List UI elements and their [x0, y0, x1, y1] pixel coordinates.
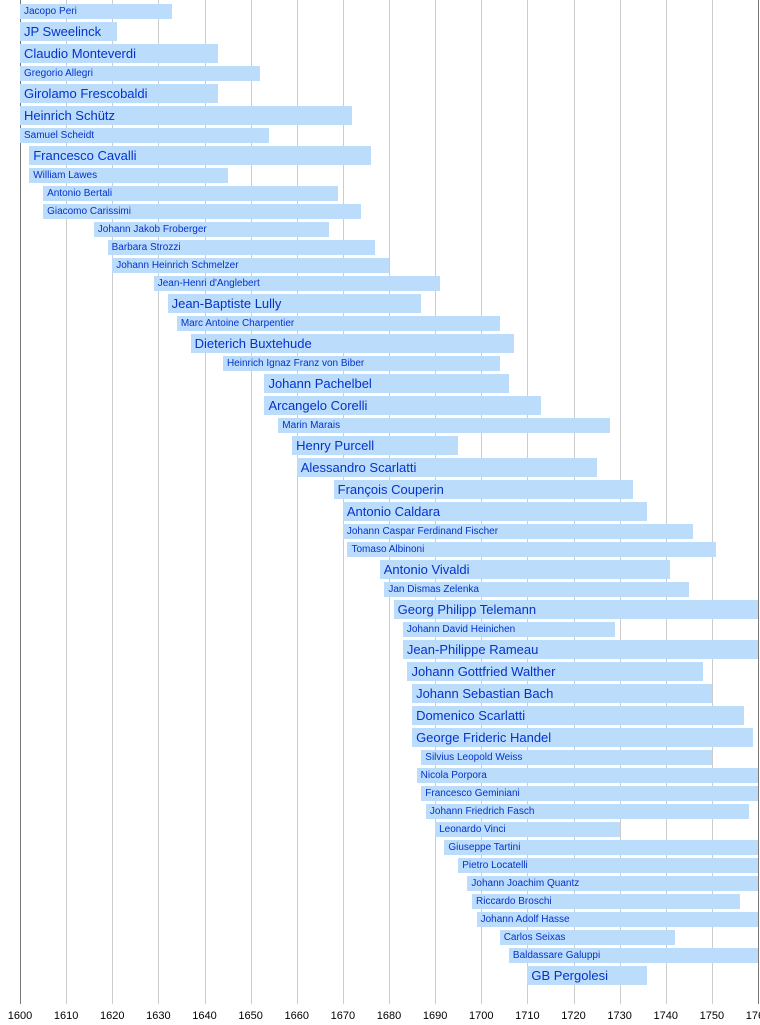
composer-bar: George Frideric Handel	[412, 728, 753, 747]
composer-bar: Barbara Strozzi	[108, 240, 376, 255]
composer-bar: Nicola Porpora	[417, 768, 758, 783]
composer-bar: François Couperin	[334, 480, 634, 499]
x-axis-label: 1750	[700, 1010, 724, 1022]
composer-bar: Johann Pachelbel	[264, 374, 508, 393]
x-axis-label: 1720	[561, 1010, 585, 1022]
x-axis-label: 1650	[238, 1010, 262, 1022]
composer-bar: Antonio Caldara	[343, 502, 647, 521]
composer-bar: Johann Gottfried Walther	[407, 662, 702, 681]
composer-bar: Leonardo Vinci	[435, 822, 620, 837]
gridline	[758, 0, 759, 1004]
composer-bar: Francesco Cavalli	[29, 146, 370, 165]
composer-bar: Arcangelo Corelli	[264, 396, 541, 415]
composer-bar: Georg Philipp Telemann	[394, 600, 758, 619]
composer-bar: Carlos Seixas	[500, 930, 675, 945]
x-axis-label: 1620	[100, 1010, 124, 1022]
composer-bar: Johann Adolf Hasse	[477, 912, 758, 927]
composer-bar: Girolamo Frescobaldi	[20, 84, 218, 103]
composer-bar: Riccardo Broschi	[472, 894, 740, 909]
composer-bar: Johann Jakob Froberger	[94, 222, 329, 237]
x-axis-label: 1670	[331, 1010, 355, 1022]
x-axis-label: 1690	[423, 1010, 447, 1022]
composer-bar: Antonio Vivaldi	[380, 560, 671, 579]
x-axis-label: 1600	[8, 1010, 32, 1022]
x-axis-label: 1730	[607, 1010, 631, 1022]
composer-bar: GB Pergolesi	[527, 966, 647, 985]
composer-bar: Heinrich Ignaz Franz von Biber	[223, 356, 500, 371]
x-axis-label: 1760	[746, 1010, 760, 1022]
composer-bar: Pietro Locatelli	[458, 858, 758, 873]
composer-bar: Johann David Heinichen	[403, 622, 615, 637]
composer-bar: Jean-Philippe Rameau	[403, 640, 758, 659]
composer-bar: Giacomo Carissimi	[43, 204, 361, 219]
composer-bar: Domenico Scarlatti	[412, 706, 744, 725]
composer-bar: Dieterich Buxtehude	[191, 334, 514, 353]
composer-bar: JP Sweelinck	[20, 22, 117, 41]
composer-bar: Johann Caspar Ferdinand Fischer	[343, 524, 694, 539]
composer-bar: Tomaso Albinoni	[347, 542, 716, 557]
composer-bar: Johann Joachim Quantz	[467, 876, 758, 891]
composer-bar: Jean-Henri d'Anglebert	[154, 276, 440, 291]
composer-bar: Johann Sebastian Bach	[412, 684, 712, 703]
x-axis-label: 1610	[54, 1010, 78, 1022]
timeline-chart: 1600 1610 1620 1630 1640 1650 1660 1670 1680 1690…	[0, 0, 760, 1025]
x-axis-label: 1630	[146, 1010, 170, 1022]
composer-bar: Baldassare Galuppi	[509, 948, 758, 963]
x-axis-label: 1680	[377, 1010, 401, 1022]
composer-bar: Jacopo Peri	[20, 4, 172, 19]
composer-bar: Marin Marais	[278, 418, 610, 433]
gridline	[20, 0, 21, 1004]
composer-bar: Jan Dismas Zelenka	[384, 582, 688, 597]
x-axis-label: 1660	[285, 1010, 309, 1022]
composer-bar: Giuseppe Tartini	[444, 840, 758, 855]
composer-bar: Henry Purcell	[292, 436, 458, 455]
composer-bar: Johann Heinrich Schmelzer	[112, 258, 389, 273]
x-axis-label: 1710	[515, 1010, 539, 1022]
composer-bar: Francesco Geminiani	[421, 786, 758, 801]
composer-bar: Johann Friedrich Fasch	[426, 804, 749, 819]
x-axis-label: 1740	[654, 1010, 678, 1022]
composer-bar: William Lawes	[29, 168, 227, 183]
composer-bar: Marc Antoine Charpentier	[177, 316, 500, 331]
composer-bar: Heinrich Schütz	[20, 106, 352, 125]
x-axis-label: 1640	[192, 1010, 216, 1022]
composer-bar: Silvius Leopold Weiss	[421, 750, 712, 765]
composer-bar: Gregorio Allegri	[20, 66, 260, 81]
composer-bar: Jean-Baptiste Lully	[168, 294, 422, 313]
composer-bar: Claudio Monteverdi	[20, 44, 218, 63]
composer-bar: Alessandro Scarlatti	[297, 458, 597, 477]
x-axis-label: 1700	[469, 1010, 493, 1022]
composer-bar: Samuel Scheidt	[20, 128, 269, 143]
composer-bar: Antonio Bertali	[43, 186, 338, 201]
